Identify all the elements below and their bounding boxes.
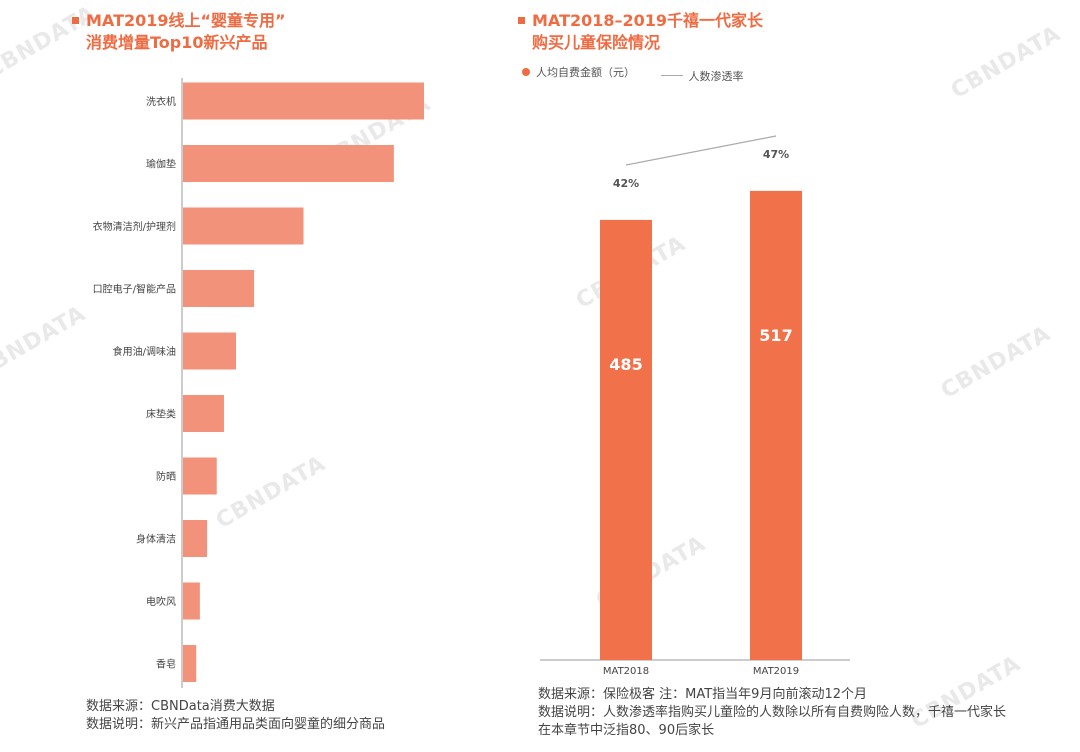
bar-8	[183, 520, 208, 557]
category-label: 口腔电子/智能产品	[93, 283, 176, 296]
category-label: 身体清洁	[136, 533, 176, 546]
right-footer-source: 数据来源：保险极客 注：MAT指当年9月向前滚动12个月	[538, 687, 867, 702]
category-label: 床垫类	[146, 408, 176, 421]
chart-legend: 人均自费金额（元） 人数渗透率	[522, 64, 766, 84]
right-chart-title: MAT2018–2019千禧一代家长 购买儿童保险情况	[518, 10, 763, 54]
left-title-line2: 消费增量Top10新兴产品	[86, 33, 268, 52]
bar-5	[183, 332, 237, 370]
category-label: 香皂	[156, 658, 176, 671]
left-chart-panel: MAT2019线上“婴童专用” 消费增量Top10新兴产品 洗衣机瑜伽垫衣物清洁…	[0, 0, 500, 752]
bar-value-label: 517	[759, 326, 792, 345]
bar-2	[183, 145, 394, 182]
penetration-trend-line	[625, 135, 777, 166]
legend-line-icon	[660, 75, 683, 76]
category-label: 瑜伽垫	[146, 158, 176, 171]
category-label: 洗衣机	[146, 95, 176, 108]
category-label: 电吹风	[146, 595, 176, 608]
bar-7	[183, 457, 217, 495]
bar-6	[183, 395, 224, 432]
category-label: 食用油/调味油	[113, 345, 176, 358]
legend-dot-icon	[522, 68, 530, 76]
left-title-line1: MAT2019线上“婴童专用”	[86, 11, 286, 30]
left-bar-chart: 洗衣机瑜伽垫衣物清洁剂/护理剂口腔电子/智能产品食用油/调味油床垫类防晒身体清洁…	[93, 78, 424, 688]
bar-4	[183, 270, 255, 307]
bar-1	[183, 82, 424, 120]
bar-10	[183, 645, 197, 682]
title-marker-icon	[518, 17, 525, 24]
legend-amount-label: 人均自费金额（元）	[536, 66, 635, 79]
legend-penetration-label: 人数渗透率	[688, 69, 744, 83]
bar-value-label: 485	[609, 355, 642, 374]
right-chart-panel: MAT2018–2019千禧一代家长 购买儿童保险情况 人均自费金额（元） 人数…	[500, 0, 1080, 752]
left-footer: 数据来源：CBNData消费大数据 数据说明：新兴产品指通用品类面向婴童的细分商…	[86, 698, 385, 734]
bar-9	[183, 582, 200, 620]
bar-MAT2018	[600, 219, 652, 660]
legend-item-penetration: 人数渗透率	[660, 68, 744, 84]
legend-item-amount: 人均自费金额（元）	[522, 64, 635, 80]
right-footer-note: 数据说明：人数渗透率指购买儿童险的人数除以所有自费购险人数，千禧一代家长	[538, 705, 1007, 720]
title-marker-icon	[72, 17, 79, 24]
x-tick-label: MAT2019	[753, 666, 799, 677]
right-footer-note-cont: 在本章节中泛指80、90后家长	[538, 723, 715, 738]
penetration-label: 42%	[613, 177, 639, 190]
category-label: 防晒	[156, 470, 176, 483]
bar-3	[183, 207, 304, 245]
left-footer-note: 数据说明：新兴产品指通用品类面向婴童的细分商品	[86, 717, 386, 732]
right-footer: 数据来源：保险极客 注：MAT指当年9月向前滚动12个月 数据说明：人数渗透率指…	[538, 686, 1006, 740]
category-label: 衣物清洁剂/护理剂	[93, 220, 176, 233]
right-title-line1: MAT2018–2019千禧一代家长	[532, 11, 764, 30]
bar-MAT2019	[750, 190, 802, 661]
penetration-label: 47%	[763, 148, 789, 161]
right-title-line2: 购买儿童保险情况	[532, 33, 661, 52]
left-footer-source: 数据来源：CBNData消费大数据	[86, 699, 275, 714]
left-chart-title: MAT2019线上“婴童专用” 消费增量Top10新兴产品	[72, 10, 286, 54]
x-tick-label: MAT2018	[603, 666, 649, 677]
right-bar-line-chart: 485 MAT2018 517 MAT2019 42% 47%	[540, 135, 850, 677]
